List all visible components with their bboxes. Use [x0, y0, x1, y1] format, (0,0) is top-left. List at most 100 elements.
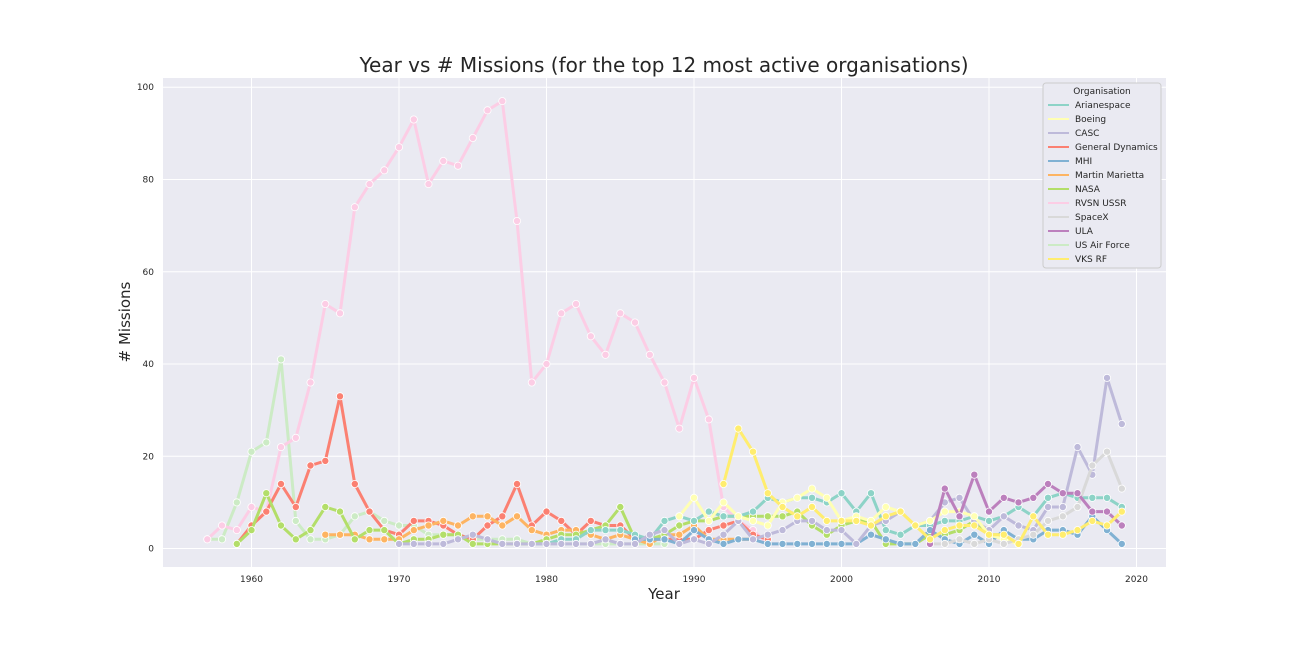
data-point	[690, 373, 699, 382]
data-point	[409, 115, 418, 124]
data-point	[734, 424, 743, 433]
data-point	[513, 216, 522, 225]
data-point	[601, 350, 610, 359]
data-point	[616, 502, 625, 511]
legend-item: Arianespace	[1048, 101, 1131, 111]
data-point	[1117, 484, 1126, 493]
data-point	[616, 539, 625, 548]
data-point	[675, 530, 684, 539]
series-line-vks-rf	[722, 427, 1124, 546]
data-point	[660, 535, 669, 544]
legend-label: General Dynamics	[1075, 143, 1158, 153]
data-point	[675, 539, 684, 548]
data-point	[483, 106, 492, 115]
legend-label: Arianespace	[1075, 101, 1131, 111]
data-point	[439, 156, 448, 165]
data-point	[1073, 502, 1082, 511]
data-point	[247, 447, 256, 456]
data-point	[763, 521, 772, 530]
legend-label: VKS RF	[1075, 255, 1107, 265]
data-point	[999, 530, 1008, 539]
series-vks-rf	[719, 424, 1126, 548]
data-point	[586, 539, 595, 548]
data-point	[1117, 507, 1126, 516]
legend-item: US Air Force	[1048, 241, 1130, 251]
data-point	[881, 535, 890, 544]
legend-label: US Air Force	[1075, 241, 1130, 251]
data-point	[1103, 521, 1112, 530]
data-point	[1103, 507, 1112, 516]
data-point	[645, 530, 654, 539]
data-point	[350, 512, 359, 521]
data-point	[1029, 530, 1038, 539]
data-point	[852, 539, 861, 548]
data-point	[940, 484, 949, 493]
x-tick-label: 1970	[388, 575, 411, 585]
legend-label: Martin Marietta	[1075, 171, 1144, 181]
data-point	[955, 521, 964, 530]
data-point	[380, 526, 389, 535]
data-point	[409, 516, 418, 525]
data-point	[217, 535, 226, 544]
data-point	[1103, 493, 1112, 502]
data-point	[1103, 447, 1112, 456]
legend-items: Arianespace Boeing CASC General Dynamics MHI…	[1048, 101, 1158, 265]
data-point	[778, 539, 787, 548]
data-point	[734, 512, 743, 521]
x-axis-label: Year	[647, 585, 681, 603]
data-point	[940, 507, 949, 516]
legend-label: SpaceX	[1075, 213, 1109, 223]
data-point	[1029, 512, 1038, 521]
data-point	[557, 539, 566, 548]
data-point	[1117, 539, 1126, 548]
data-point	[808, 539, 817, 548]
data-point	[232, 498, 241, 507]
legend-item: NASA	[1048, 185, 1101, 195]
data-point	[586, 526, 595, 535]
data-point	[468, 539, 477, 548]
y-tick-label: 60	[143, 268, 155, 278]
data-point	[306, 526, 315, 535]
data-point	[262, 507, 271, 516]
data-point	[1088, 507, 1097, 516]
plot-background	[163, 78, 1166, 567]
data-point	[1058, 489, 1067, 498]
data-point	[881, 526, 890, 535]
chart-title: Year vs # Missions (for the top 12 most …	[358, 53, 968, 77]
data-point	[749, 447, 758, 456]
data-point	[822, 516, 831, 525]
data-point	[468, 133, 477, 142]
data-point	[778, 502, 787, 511]
data-point	[409, 539, 418, 548]
data-point	[380, 166, 389, 175]
data-point	[970, 512, 979, 521]
data-point	[822, 493, 831, 502]
data-point	[1044, 479, 1053, 488]
data-point	[350, 535, 359, 544]
data-point	[822, 539, 831, 548]
data-point	[808, 516, 817, 525]
data-point	[453, 535, 462, 544]
data-point	[704, 507, 713, 516]
data-point	[749, 535, 758, 544]
data-point	[453, 521, 462, 530]
data-point	[763, 530, 772, 539]
data-point	[660, 526, 669, 535]
data-point	[940, 539, 949, 548]
data-point	[291, 535, 300, 544]
data-point	[572, 539, 581, 548]
data-point	[675, 424, 684, 433]
data-point	[1117, 419, 1126, 428]
data-point	[483, 535, 492, 544]
data-point	[837, 489, 846, 498]
data-point	[424, 539, 433, 548]
data-point	[498, 539, 507, 548]
data-point	[232, 526, 241, 535]
data-point	[896, 539, 905, 548]
data-point	[763, 489, 772, 498]
data-point	[1058, 502, 1067, 511]
data-point	[291, 516, 300, 525]
data-point	[911, 521, 920, 530]
data-point	[1088, 516, 1097, 525]
data-point	[557, 309, 566, 318]
